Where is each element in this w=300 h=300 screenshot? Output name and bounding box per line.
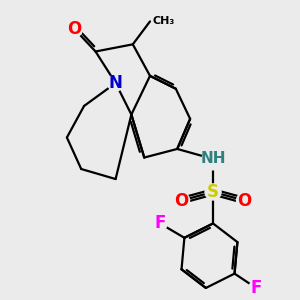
Circle shape xyxy=(205,184,221,200)
Text: NH: NH xyxy=(200,152,226,166)
Circle shape xyxy=(173,193,190,208)
Circle shape xyxy=(202,148,224,170)
Text: N: N xyxy=(109,74,122,92)
Text: O: O xyxy=(174,191,189,209)
Circle shape xyxy=(108,75,124,91)
Text: O: O xyxy=(238,191,252,209)
Circle shape xyxy=(65,20,83,37)
Text: F: F xyxy=(154,214,166,232)
Text: F: F xyxy=(250,279,262,297)
Text: S: S xyxy=(207,183,219,201)
Text: CH₃: CH₃ xyxy=(153,16,175,26)
Circle shape xyxy=(249,281,263,295)
Circle shape xyxy=(237,193,253,208)
Text: O: O xyxy=(67,20,81,38)
Circle shape xyxy=(153,216,167,231)
